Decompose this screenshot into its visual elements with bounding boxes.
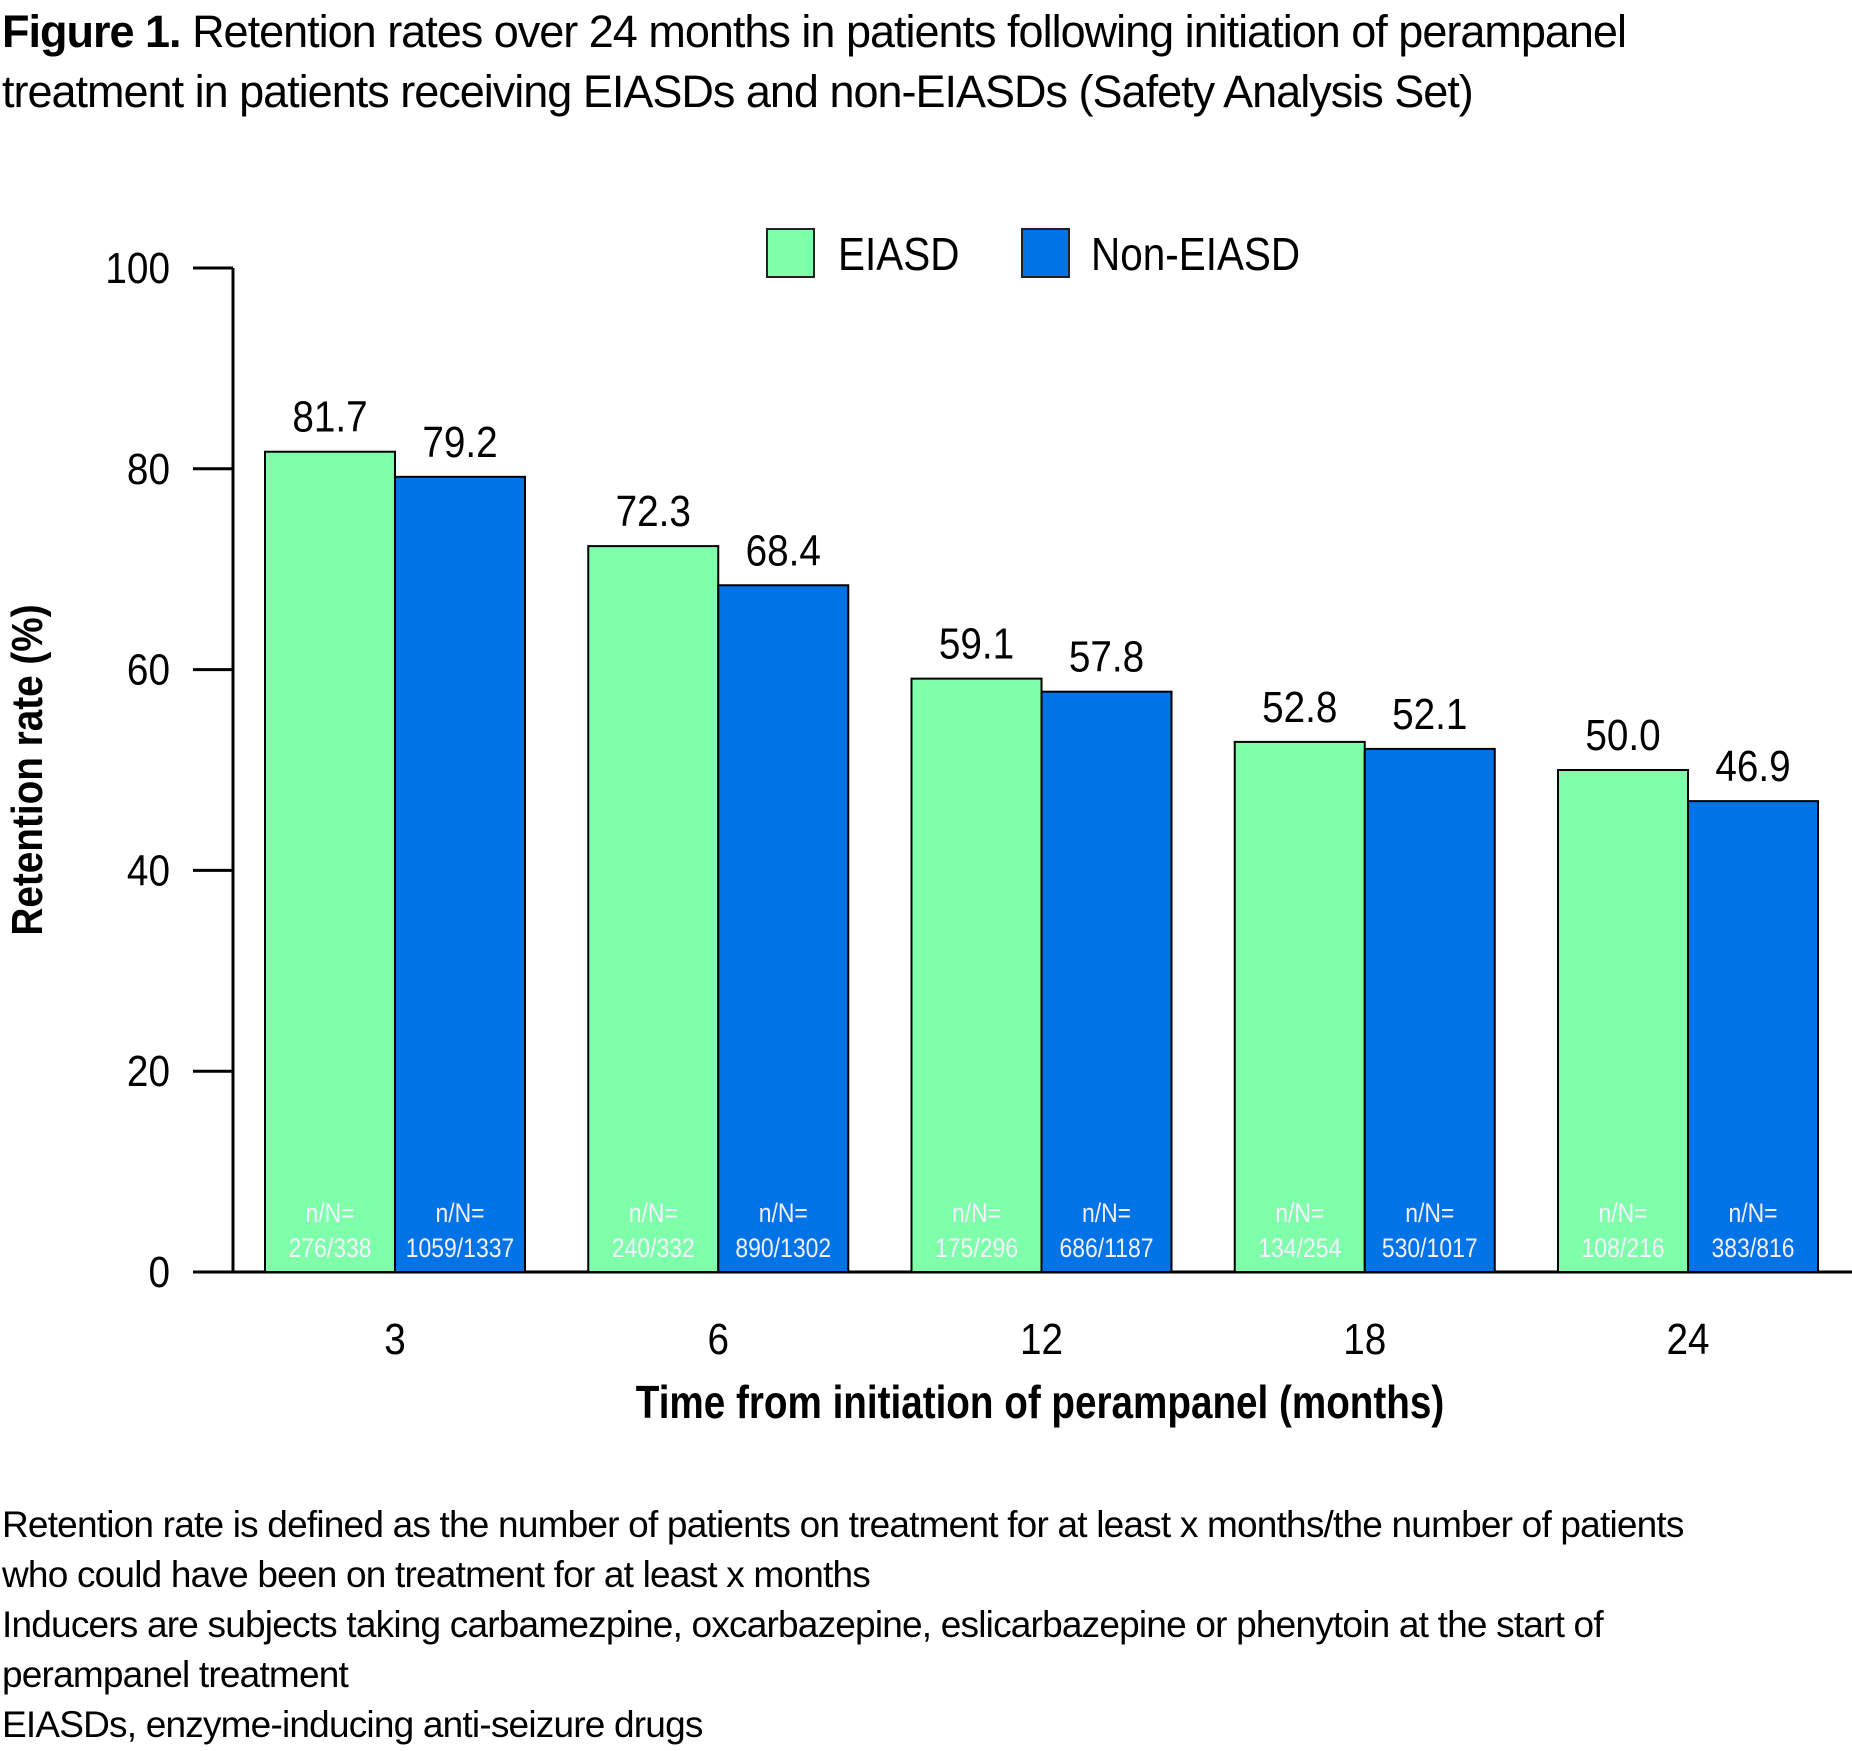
caption-line-1: Retention rates over 24 months in patien…: [192, 6, 1627, 57]
n-over-N-prefix: n/N=: [759, 1198, 808, 1228]
bar-non-eiasd-24: [1687, 800, 1819, 1274]
bar-non-eiasd-12: [1040, 690, 1173, 1273]
x-tick-label: 12: [1020, 1314, 1063, 1364]
data-label: 81.7: [292, 391, 367, 441]
n-over-N-value: 383/816: [1712, 1233, 1795, 1263]
x-axis-label: Time from initiation of perampanel (mont…: [636, 1377, 1444, 1428]
data-label: 59.1: [939, 618, 1014, 668]
legend-swatch-non-eiasd: [1021, 228, 1070, 278]
x-tick-label: 3: [384, 1314, 406, 1364]
n-over-N-prefix: n/N=: [305, 1198, 354, 1228]
bar-non-eiasd-18: [1363, 747, 1496, 1273]
n-over-N-value: 1059/1337: [406, 1233, 514, 1263]
n-over-N-prefix: n/N=: [1405, 1198, 1454, 1228]
data-label: 52.8: [1262, 682, 1337, 732]
legend: EIASD Non-EIASD: [766, 228, 1300, 281]
n-over-N-value: 276/338: [289, 1233, 372, 1263]
caption-line-2: treatment in patients receiving EIASDs a…: [2, 66, 1474, 117]
legend-label-eiasd: EIASD: [838, 230, 959, 281]
y-tick-label: 20: [127, 1046, 170, 1096]
bar-non-eiasd-6: [717, 584, 850, 1273]
figure-caption: Figure 1. Retention rates over 24 months…: [2, 2, 1842, 122]
footnote: EIASDs, enzyme-inducing anti-seizure dru…: [2, 1704, 703, 1745]
y-axis-label: Retention rate (%): [2, 604, 52, 935]
n-over-N-value: 890/1302: [735, 1233, 831, 1263]
y-tick-label: 60: [127, 644, 170, 694]
n-over-N-value: 108/216: [1582, 1233, 1665, 1263]
y-tick-label: 40: [127, 845, 170, 895]
n-over-N-prefix: n/N=: [1082, 1198, 1131, 1228]
x-tick-label: 24: [1666, 1314, 1709, 1364]
bars: [264, 450, 1819, 1274]
bar-eiasd-24: [1557, 769, 1689, 1273]
data-label: 52.1: [1392, 689, 1467, 739]
bar-eiasd-12: [910, 677, 1043, 1273]
legend-label-non-eiasd: Non-EIASD: [1091, 230, 1300, 281]
figure-label: Figure 1.: [2, 6, 182, 57]
bar-eiasd-3: [264, 450, 396, 1273]
n-over-N-value: 686/1187: [1060, 1233, 1154, 1263]
y-tick-label: 0: [148, 1247, 170, 1297]
labels: 81.7 n/N= 276/338 79.2 n/N= 1059/1337 3 72.3 n/N…: [289, 391, 1795, 1427]
data-label: 79.2: [422, 416, 497, 466]
footnote: perampanel treatment: [2, 1654, 349, 1695]
data-label: 46.9: [1715, 741, 1790, 791]
data-label: 57.8: [1069, 631, 1144, 681]
bar-non-eiasd-3: [394, 475, 526, 1274]
bar-eiasd-18: [1233, 740, 1366, 1273]
x-tick-label: 18: [1343, 1314, 1386, 1364]
y-tick-label: 80: [127, 443, 170, 493]
n-over-N-value: 134/254: [1258, 1233, 1341, 1263]
footnote: who could have been on treatment for at …: [2, 1554, 871, 1595]
n-over-N-value: 530/1017: [1382, 1233, 1478, 1263]
footnotes: Retention rate is defined as the number …: [2, 1500, 1684, 1750]
y-tick-label: 100: [105, 243, 170, 293]
n-over-N-value: 240/332: [612, 1233, 695, 1263]
n-over-N-prefix: n/N=: [1728, 1198, 1777, 1228]
n-over-N-prefix: n/N=: [435, 1198, 484, 1228]
n-over-N-value: 175/296: [935, 1233, 1018, 1263]
bar-eiasd-6: [587, 545, 720, 1273]
x-tick-label: 6: [707, 1314, 729, 1364]
n-over-N-prefix: n/N=: [629, 1198, 678, 1228]
footnote: Inducers are subjects taking carbamezpin…: [2, 1604, 1604, 1645]
footnote: Retention rate is defined as the number …: [2, 1504, 1684, 1545]
n-over-N-prefix: n/N=: [952, 1198, 1001, 1228]
data-label: 72.3: [616, 486, 691, 536]
data-label: 68.4: [746, 525, 821, 575]
n-over-N-prefix: n/N=: [1598, 1198, 1647, 1228]
data-label: 50.0: [1585, 710, 1660, 760]
n-over-N-prefix: n/N=: [1275, 1198, 1324, 1228]
legend-swatch-eiasd: [766, 228, 815, 278]
